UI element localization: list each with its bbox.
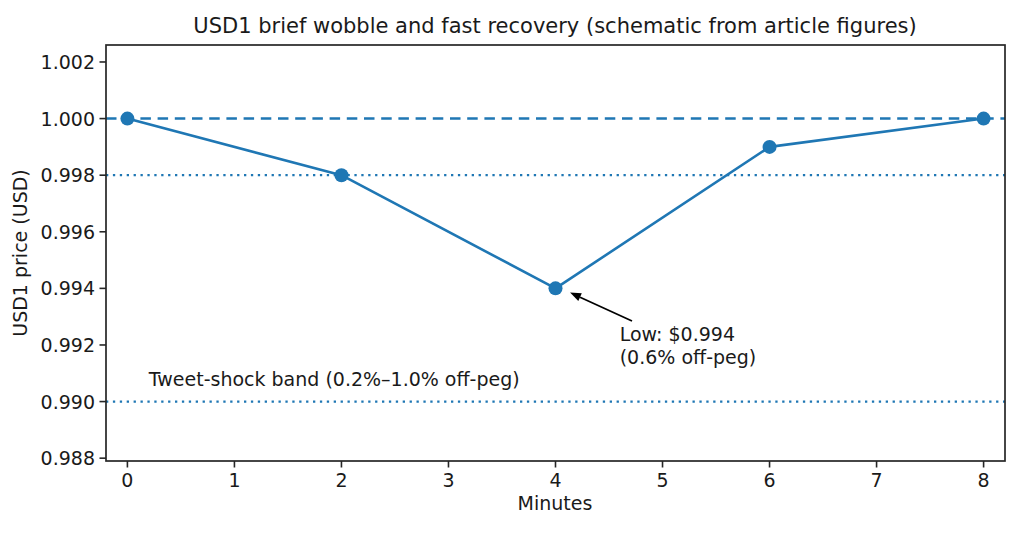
x-tick-label: 1: [228, 469, 240, 491]
y-tick-label: 1.000: [41, 108, 95, 130]
y-tick-label: 0.998: [41, 164, 95, 186]
x-tick-label: 3: [442, 469, 454, 491]
data-point-marker: [763, 140, 777, 154]
plot-frame: [106, 45, 1005, 461]
x-tick-label: 5: [656, 469, 668, 491]
y-tick-label: 1.002: [41, 51, 95, 73]
chart-title: USD1 brief wobble and fast recovery (sch…: [193, 14, 916, 38]
annotation-text: Low: $0.994: [620, 323, 735, 345]
band-label: Tweet-shock band (0.2%–1.0% off-peg): [148, 368, 520, 390]
plot-area: 0 1 2 3 4 5 6 7 8 0.988 0.990 0.992 0.994 0.996 0.998 1…: [41, 45, 1005, 491]
x-axis-label: Minutes: [518, 492, 593, 514]
data-point-marker: [334, 168, 348, 182]
y-tick-label: 0.988: [41, 447, 95, 469]
price-line: [127, 119, 983, 289]
y-tick-label: 0.992: [41, 334, 95, 356]
annotation-text: (0.6% off-peg): [620, 346, 757, 368]
x-tick-label: 7: [871, 469, 883, 491]
x-tick-label: 2: [335, 469, 347, 491]
chart-figure: 0 1 2 3 4 5 6 7 8 0.988 0.990 0.992 0.994 0.996 0.998 1…: [0, 0, 1024, 536]
annotation-arrowhead: [570, 293, 582, 301]
y-tick-label: 0.990: [41, 391, 95, 413]
data-point-marker: [977, 112, 991, 126]
line-chart: 0 1 2 3 4 5 6 7 8 0.988 0.990 0.992 0.994 0.996 0.998 1…: [0, 0, 1024, 536]
y-tick-label: 0.996: [41, 221, 95, 243]
y-axis-label: USD1 price (USD): [9, 169, 31, 336]
y-tick-label: 0.994: [41, 277, 95, 299]
x-tick-label: 0: [121, 469, 133, 491]
data-point-marker: [120, 112, 134, 126]
data-point-marker: [549, 281, 563, 295]
x-tick-label: 6: [764, 469, 776, 491]
x-tick-label: 8: [978, 469, 990, 491]
annotation-arrow: [580, 297, 632, 321]
x-tick-label: 4: [549, 469, 561, 491]
